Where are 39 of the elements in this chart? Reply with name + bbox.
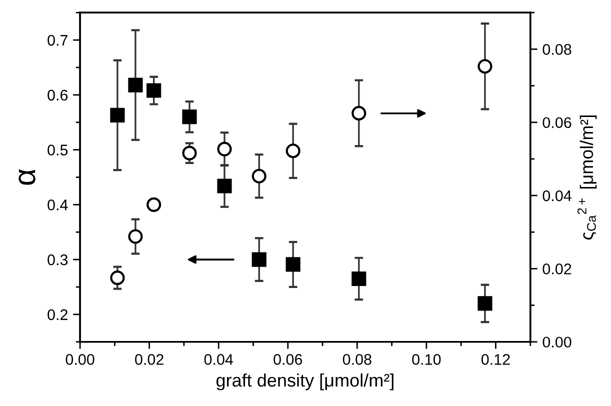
point — [217, 142, 232, 156]
y2-tick-label: 0.06 — [542, 117, 572, 128]
y-tick-label: 0.4 — [48, 200, 68, 210]
x-axis-title: graft density [μmol/m²] — [216, 373, 394, 390]
point — [252, 252, 266, 267]
point — [286, 257, 300, 272]
y2-tick-label: 0.02 — [542, 264, 572, 274]
point — [110, 108, 125, 122]
y2-axis-title: ς$_{Ca}$$^{2+}$ [μmol/m²] — [577, 116, 597, 240]
point — [182, 146, 197, 160]
point — [217, 178, 232, 194]
y2-tick-label: 0.04 — [542, 190, 572, 202]
point — [128, 229, 143, 244]
y-tick-label: 0.6 — [48, 90, 68, 101]
y-axis-title: α — [18, 169, 36, 185]
point — [352, 106, 366, 120]
point — [252, 168, 266, 184]
point — [110, 270, 125, 286]
x-tick-label: 0.10 — [412, 354, 441, 365]
y-tick-label: 0.2 — [48, 309, 68, 320]
x-tick-label: 0.02 — [135, 354, 164, 365]
point — [146, 197, 162, 212]
y2-tick-label: 0.00 — [542, 336, 572, 348]
point — [352, 271, 366, 286]
point — [128, 78, 143, 92]
y-tick-label: 0.5 — [48, 144, 68, 156]
y2-tick-label: 0.08 — [542, 44, 572, 55]
y-tick-label: 0.7 — [48, 34, 68, 46]
point — [478, 59, 492, 74]
point — [146, 83, 162, 98]
point — [478, 296, 492, 311]
x-tick-label: 0.04 — [204, 354, 234, 365]
x-tick-label: 0.06 — [274, 354, 302, 365]
x-tick-label: 0.08 — [342, 354, 372, 365]
point — [182, 110, 197, 124]
x-tick-label: 0.12 — [481, 354, 510, 365]
y-tick-label: 0.3 — [48, 254, 68, 266]
x-tick-label: 0.00 — [66, 354, 94, 365]
point — [286, 144, 300, 158]
